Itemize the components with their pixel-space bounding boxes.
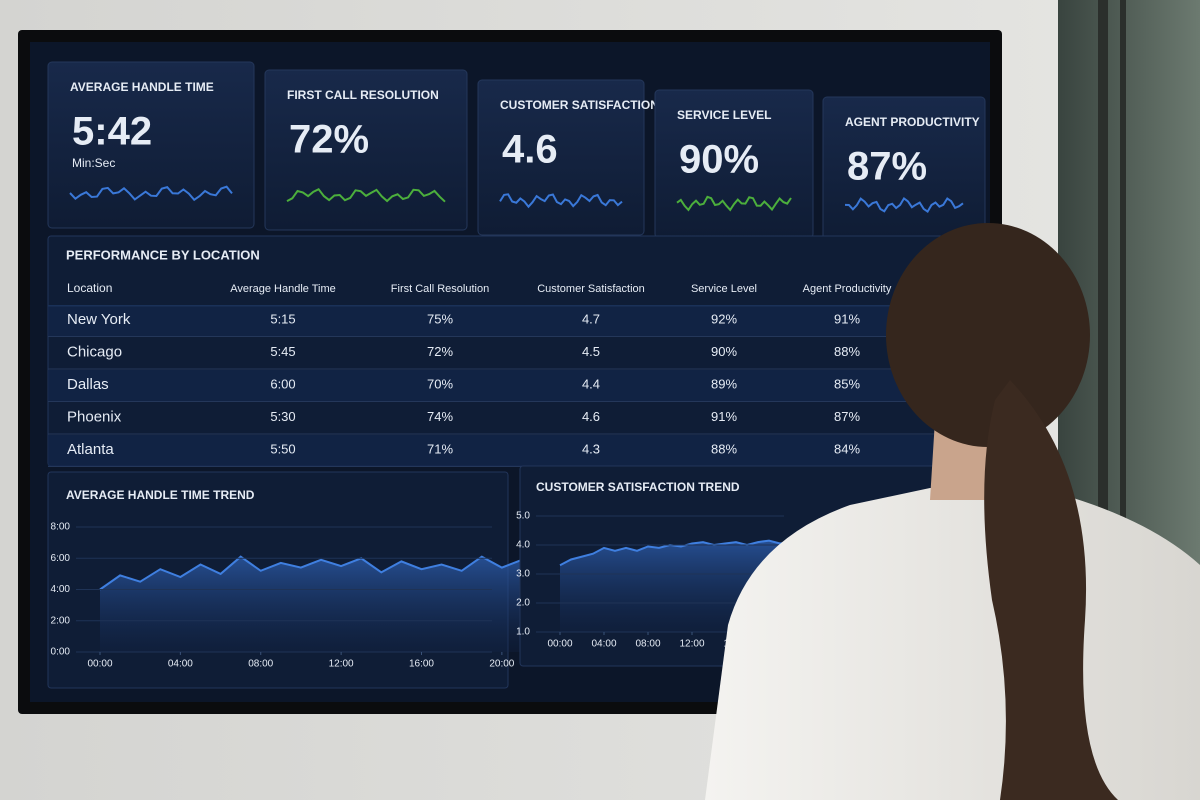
kpi-subtitle: Min:Sec [72,156,115,170]
x-tick-label: 08:00 [635,639,660,650]
x-tick-label: 20:00 [489,659,514,670]
table-row-line [48,466,988,467]
window-frame [1120,0,1126,800]
y-tick-label: 2.0 [516,598,530,609]
x-tick-label: 04:00 [591,639,616,650]
x-tick-label: 04:00 [168,659,193,670]
y-tick-label: 3.0 [516,569,530,580]
kpi-title: SERVICE LEVEL [677,108,771,122]
table-header: Service Level [691,283,757,295]
window-frame [1098,0,1108,800]
kpi-value: 72% [289,118,369,162]
table-cell: 74% [427,409,453,424]
x-tick-label: 12:00 [679,639,704,650]
table-cell: 87% [834,409,860,424]
table-cell: 71% [427,441,453,456]
person-head [886,223,1090,447]
table-cell: 5:45 [270,344,295,359]
table-header: Agent Productivity [803,283,892,295]
kpi-card [477,79,645,236]
y-tick-label: 5.0 [516,511,530,522]
table-header: Location [67,281,112,295]
table-cell: 88% [834,344,860,359]
table-cell: 4.3 [582,441,600,456]
kpi-value: 5:42 [72,110,152,154]
kpi-value: 90% [679,138,759,182]
table-cell: 84% [834,441,860,456]
table-cell: 4.6 [582,409,600,424]
y-tick-label: 4.0 [516,540,530,551]
table-cell: 88% [711,441,737,456]
person [705,223,1200,800]
table-cell: 89% [711,376,737,391]
x-tick-label: 08:00 [248,659,273,670]
table-cell: 5:50 [270,441,295,456]
x-tick-label: 16:00 [409,659,434,670]
chart-title: AVERAGE HANDLE TIME TREND [66,488,255,502]
table-header: Average Handle Time [230,283,336,295]
table-header: First Call Resolution [391,283,489,295]
table-cell: Chicago [67,343,122,360]
kpi-title: FIRST CALL RESOLUTION [287,88,439,102]
table-cell: 91% [834,311,860,326]
table-cell: 5:30 [270,409,295,424]
trend-line [99,555,523,591]
table-row-line [48,336,988,337]
y-tick-label: 2:00 [51,615,71,626]
x-tick-label: 00:00 [87,659,112,670]
table-row-line [48,401,988,402]
chart-title: CUSTOMER SATISFACTION TREND [536,480,740,494]
table-cell: New York [67,311,131,328]
table-cell: 91% [711,409,737,424]
kpi-card [47,61,255,229]
kpi-title: AVERAGE HANDLE TIME [70,80,214,94]
kpi-title: AGENT PRODUCTIVITY [845,115,980,129]
kpi-value: 4.6 [502,128,558,172]
table-row-band [48,305,988,336]
dashboard: AVERAGE HANDLE TIME 5:42 Min:Sec FIRST CALL… [47,61,989,689]
table-header: Customer Satisfaction [537,283,645,295]
table-cell: 72% [427,344,453,359]
table-cell: 5:15 [270,311,295,326]
table-cell: 6:00 [270,376,295,391]
kpi-title: CUSTOMER SATISFACTION [500,98,659,112]
trend-area [100,556,522,652]
table-row-band [48,435,988,466]
x-tick-label: 00:00 [547,639,572,650]
kpi-sparkline [844,196,964,214]
table-row-band [48,370,988,401]
table-cell: 90% [711,344,737,359]
kpi-sparkline [286,187,446,203]
table-cell: Dallas [67,376,109,393]
table-cell: 75% [427,311,453,326]
table-cell: Atlanta [67,441,114,458]
table-row-line [48,368,988,370]
trend-line [559,539,825,567]
y-tick-label: 8:00 [51,522,71,533]
kpi-sparkline [69,185,233,202]
table-cell: 4.4 [582,376,600,391]
table-cell: 4.7 [582,311,600,326]
table-title: PERFORMANCE BY LOCATION [66,247,260,262]
table-row-line [48,433,988,435]
kpi-value: 87% [847,145,927,189]
table-cell: Phoenix [67,408,122,425]
y-tick-label: 0:00 [51,647,71,658]
y-tick-label: 4:00 [51,584,71,595]
person-ponytail [984,380,1118,800]
table-cell: 85% [834,376,860,391]
kpi-sparkline [499,193,623,209]
y-tick-label: 6:00 [51,553,71,564]
x-tick-label: 12:00 [329,659,354,670]
table-cell: 70% [427,376,453,391]
table-cell: 4.5 [582,344,600,359]
table-cell: 92% [711,311,737,326]
y-tick-label: 1.0 [516,627,530,638]
kpi-sparkline [676,195,792,212]
